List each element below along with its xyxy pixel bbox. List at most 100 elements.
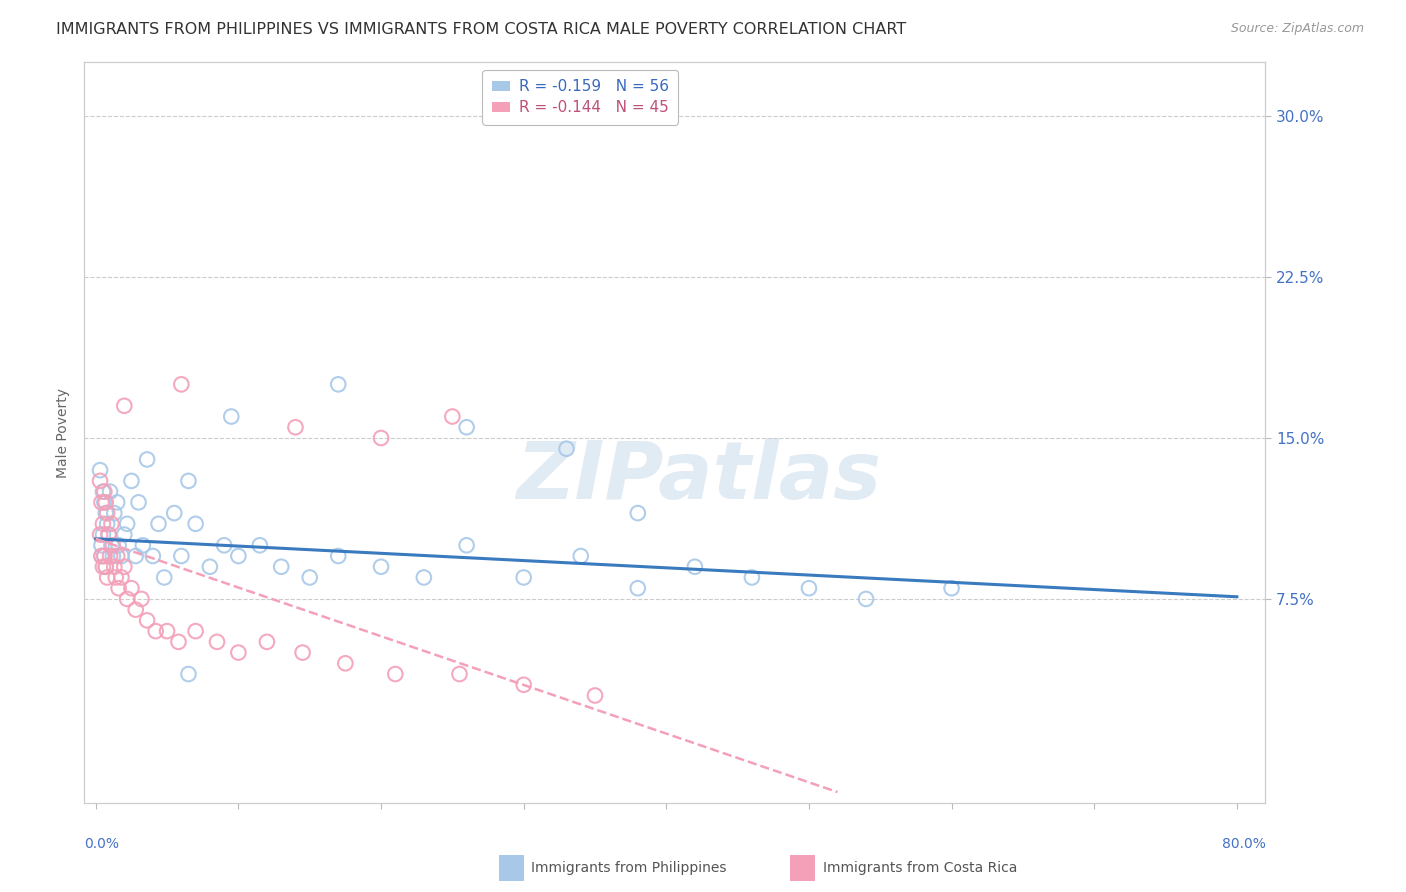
Point: [741, 570, 763, 584]
Point: [569, 549, 592, 563]
Point: [112, 399, 135, 413]
Text: Immigrants from Philippines: Immigrants from Philippines: [531, 861, 727, 875]
Point: [101, 538, 124, 552]
Point: [136, 614, 159, 628]
Point: [328, 549, 350, 563]
Point: [270, 559, 292, 574]
Point: [110, 549, 132, 563]
Point: [583, 689, 606, 703]
Point: [120, 474, 142, 488]
Point: [97, 527, 120, 541]
Point: [94, 506, 117, 520]
Point: [412, 570, 434, 584]
Point: [456, 538, 478, 552]
Point: [156, 624, 179, 639]
Point: [163, 506, 186, 520]
Point: [256, 635, 278, 649]
Point: [148, 516, 170, 531]
Point: [90, 538, 112, 552]
Point: [112, 527, 135, 541]
Point: [228, 549, 250, 563]
Text: Source: ZipAtlas.com: Source: ZipAtlas.com: [1230, 22, 1364, 36]
Point: [449, 667, 471, 681]
Point: [115, 516, 138, 531]
Point: [120, 581, 142, 595]
Point: [94, 559, 117, 574]
Point: [125, 549, 148, 563]
Point: [797, 581, 820, 595]
Point: [93, 495, 115, 509]
Y-axis label: Male Poverty: Male Poverty: [56, 388, 70, 477]
Point: [103, 506, 125, 520]
Point: [456, 420, 478, 434]
Point: [145, 624, 167, 639]
Point: [105, 549, 128, 563]
Point: [384, 667, 406, 681]
Text: Immigrants from Costa Rica: Immigrants from Costa Rica: [823, 861, 1017, 875]
Point: [219, 409, 242, 424]
Legend: R = -0.159   N = 56, R = -0.144   N = 45: R = -0.159 N = 56, R = -0.144 N = 45: [482, 70, 678, 125]
Point: [96, 570, 118, 584]
Point: [136, 452, 159, 467]
Point: [170, 549, 193, 563]
Point: [90, 549, 112, 563]
Point: [177, 667, 200, 681]
Point: [128, 495, 150, 509]
Point: [101, 549, 124, 563]
Point: [89, 474, 111, 488]
Point: [105, 495, 128, 509]
Text: 80.0%: 80.0%: [1222, 837, 1265, 851]
Point: [96, 516, 118, 531]
Point: [93, 549, 115, 563]
Point: [91, 484, 114, 499]
Point: [125, 602, 148, 616]
Point: [132, 538, 155, 552]
Point: [228, 646, 250, 660]
Point: [170, 377, 193, 392]
Point: [94, 559, 117, 574]
Point: [142, 549, 165, 563]
Point: [291, 646, 314, 660]
Point: [441, 409, 464, 424]
Point: [103, 559, 125, 574]
Text: 0.0%: 0.0%: [84, 837, 120, 851]
Point: [98, 549, 121, 563]
Point: [370, 431, 392, 445]
Point: [93, 484, 115, 499]
Point: [100, 516, 122, 531]
Point: [110, 570, 132, 584]
Point: [512, 678, 534, 692]
Point: [153, 570, 176, 584]
Point: [112, 559, 135, 574]
Point: [97, 527, 120, 541]
Point: [91, 559, 114, 574]
Point: [96, 506, 118, 520]
Point: [212, 538, 235, 552]
Point: [115, 591, 138, 606]
Point: [205, 635, 228, 649]
Point: [627, 581, 650, 595]
Text: IMMIGRANTS FROM PHILIPPINES VS IMMIGRANTS FROM COSTA RICA MALE POVERTY CORRELATI: IMMIGRANTS FROM PHILIPPINES VS IMMIGRANT…: [56, 22, 907, 37]
Point: [94, 495, 117, 509]
Point: [177, 474, 200, 488]
Point: [198, 559, 221, 574]
Point: [131, 591, 153, 606]
Point: [328, 377, 350, 392]
Point: [167, 635, 190, 649]
Point: [107, 538, 129, 552]
Point: [512, 570, 534, 584]
Point: [335, 657, 357, 671]
Point: [104, 570, 127, 584]
Point: [98, 484, 121, 499]
Point: [107, 581, 129, 595]
Point: [941, 581, 963, 595]
Point: [627, 506, 650, 520]
Point: [100, 538, 122, 552]
Point: [90, 495, 112, 509]
Point: [91, 527, 114, 541]
Point: [89, 463, 111, 477]
Point: [683, 559, 706, 574]
Point: [370, 559, 392, 574]
Point: [93, 549, 115, 563]
Point: [249, 538, 271, 552]
